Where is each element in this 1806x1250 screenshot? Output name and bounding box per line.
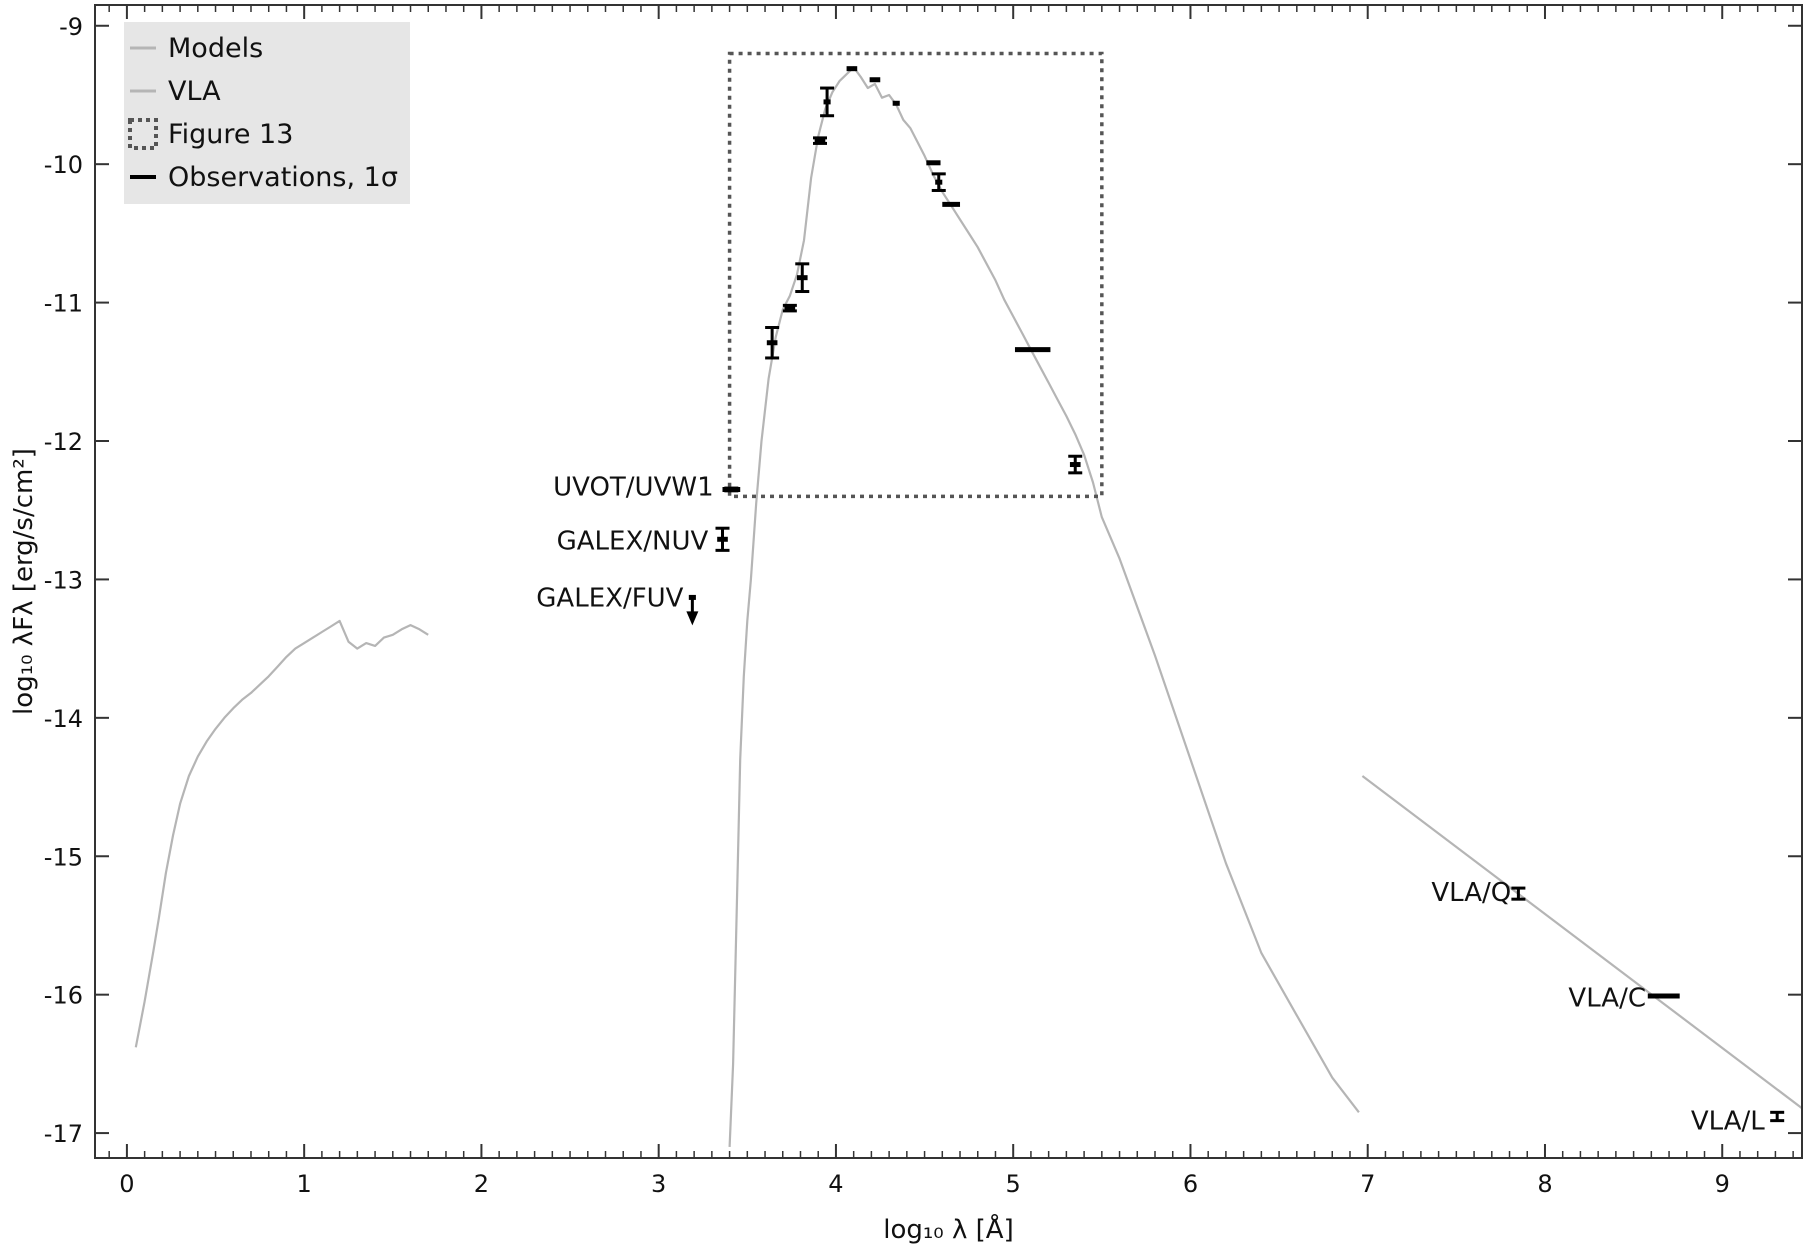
legend-swatch-dotted-box: [128, 118, 158, 150]
x-tick-label: 0: [119, 1170, 134, 1198]
annotation-galex-nuv: GALEX/NUV: [557, 527, 709, 557]
observation-3: [765, 326, 780, 360]
legend-label: VLA: [168, 76, 221, 107]
legend-item-0: Models: [130, 33, 263, 64]
y-tick-label: -9: [59, 13, 83, 41]
y-axis-title: log₁₀ λFλ [erg/s/cm²]: [9, 448, 39, 715]
observation-15: [1068, 454, 1083, 475]
y-tick-label: -10: [44, 151, 83, 179]
annotation-galex-fuv: GALEX/FUV: [536, 583, 683, 613]
legend-label: Models: [168, 33, 263, 64]
legend-item-1: VLA: [130, 76, 221, 107]
y-tick-label: -13: [44, 566, 83, 594]
observation-0: [722, 486, 741, 493]
x-tick-label: 1: [297, 1170, 312, 1198]
legend-item-3: Observations, 1σ: [130, 162, 398, 193]
plot-frame: [94, 4, 1803, 1159]
x-tick-label: 2: [474, 1170, 489, 1198]
x-tick-label: 9: [1715, 1170, 1730, 1198]
observation-1: [715, 526, 730, 552]
y-tick-label: -12: [44, 428, 83, 456]
x-tick-label: 4: [828, 1170, 843, 1198]
x-tick-label: 6: [1183, 1170, 1198, 1198]
y-tick-label: -17: [44, 1120, 83, 1148]
plot-area: UVOT/UVW1 GALEX/NUV GALEX/FUV VLA/Q VLA/C VLA…: [134, 51, 1803, 1147]
series-line-0: [134, 619, 429, 1048]
observation-12: [931, 172, 946, 192]
x-axis-title: log₁₀ λ [Å]: [883, 1213, 1013, 1245]
obs-upper-limit-arrow: [686, 611, 699, 626]
observation-16: [1511, 886, 1526, 901]
y-tick-label: -11: [44, 290, 83, 318]
legend-background: [124, 22, 410, 204]
legend-item-2: Figure 13: [128, 118, 293, 150]
annotation-uvot-uvw1: UVOT/UVW1: [553, 473, 714, 503]
y-tick-label: -14: [44, 705, 83, 733]
series-line-1: [728, 66, 1360, 1147]
legend-label: Figure 13: [168, 119, 293, 150]
observation-5: [795, 262, 810, 294]
figure13-box: [727, 51, 1104, 499]
observation-2: [686, 594, 699, 626]
legend-label: Observations, 1σ: [168, 162, 398, 193]
y-tick-label: -16: [44, 982, 83, 1010]
annotation-vla-q: VLA/Q: [1431, 878, 1511, 908]
x-tick-label: 7: [1360, 1170, 1375, 1198]
legend: Models VLA Figure 13 Observations, 1σ: [124, 22, 410, 204]
x-tick-label: 8: [1537, 1170, 1552, 1198]
x-tick-label: 3: [651, 1170, 666, 1198]
y-tick-label: -15: [44, 843, 83, 871]
annotation-vla-l: VLA/L: [1691, 1107, 1765, 1137]
axes: 0 1 2 3 4 5 6 7 8 9 -17 -16 -15 -14 -13 -12 -11 -10 -9: [44, 5, 1802, 1198]
annotation-vla-c: VLA/C: [1568, 983, 1646, 1013]
observation-4: [782, 303, 797, 313]
series-line-2: [1361, 775, 1803, 1110]
observation-18: [1770, 1110, 1785, 1123]
x-tick-label: 5: [1006, 1170, 1021, 1198]
observation-6: [812, 136, 827, 145]
observation-7: [820, 86, 835, 118]
